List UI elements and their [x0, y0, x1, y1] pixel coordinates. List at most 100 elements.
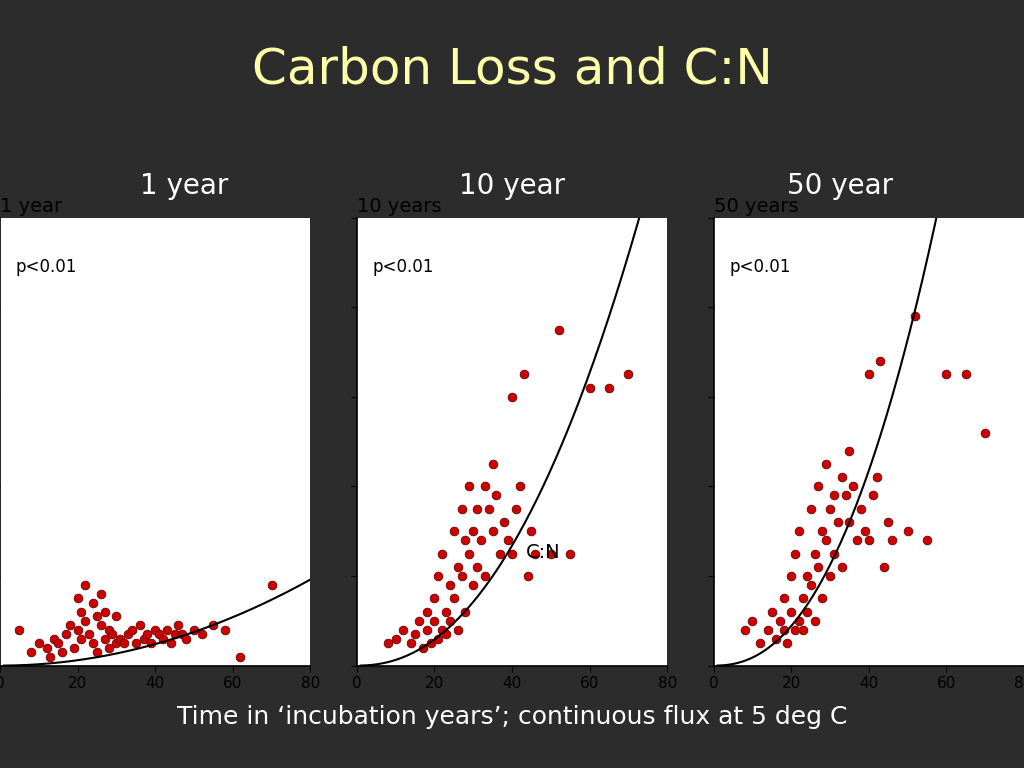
Point — [74, 633, 90, 645]
Point — [380, 637, 396, 649]
Point — [488, 489, 505, 502]
Point — [504, 391, 520, 403]
Point — [434, 548, 451, 560]
Point — [430, 570, 446, 582]
Point — [508, 502, 524, 515]
Point — [407, 628, 423, 641]
Point — [155, 633, 171, 645]
Point — [46, 633, 62, 645]
Point — [411, 614, 427, 627]
Point — [814, 592, 830, 604]
Point — [783, 606, 800, 618]
Point — [512, 480, 528, 492]
Point — [621, 369, 637, 381]
Point — [803, 579, 819, 591]
Point — [70, 624, 86, 636]
Point — [143, 637, 160, 649]
Point — [100, 624, 117, 636]
Point — [170, 619, 186, 631]
Point — [185, 624, 202, 636]
Point — [465, 579, 481, 591]
Point — [504, 548, 520, 560]
Point — [868, 472, 885, 484]
Text: 50 year: 50 year — [786, 171, 893, 200]
Point — [438, 606, 455, 618]
Point — [92, 619, 109, 631]
Point — [977, 426, 993, 439]
Point — [426, 614, 442, 627]
Point — [469, 561, 485, 573]
Point — [128, 637, 144, 649]
Point — [795, 592, 811, 604]
Point — [791, 614, 807, 627]
Text: p<0.01: p<0.01 — [373, 258, 434, 276]
Text: 10 years: 10 years — [356, 197, 441, 216]
Point — [938, 369, 954, 381]
Point — [822, 502, 839, 515]
Point — [430, 633, 446, 645]
Point — [806, 548, 822, 560]
Point — [434, 624, 451, 636]
Point — [450, 624, 466, 636]
Point — [461, 548, 477, 560]
Point — [775, 624, 792, 636]
Point — [791, 525, 807, 538]
Point — [818, 458, 835, 470]
Point — [884, 534, 900, 546]
Point — [419, 606, 435, 618]
Point — [50, 637, 67, 649]
Point — [120, 628, 136, 641]
Point — [109, 637, 125, 649]
Point — [783, 570, 800, 582]
Point — [834, 472, 850, 484]
Point — [438, 628, 455, 641]
Point — [38, 641, 54, 654]
Point — [799, 570, 815, 582]
Point — [458, 606, 474, 618]
Text: C:N: C:N — [525, 544, 560, 562]
Point — [232, 650, 249, 663]
Point — [484, 525, 501, 538]
Point — [601, 382, 617, 394]
Point — [92, 588, 109, 600]
Point — [806, 614, 822, 627]
Text: Carbon Loss and C:N: Carbon Loss and C:N — [252, 45, 772, 93]
Point — [178, 633, 195, 645]
Text: 50 years: 50 years — [714, 197, 799, 216]
Point — [768, 633, 784, 645]
Point — [139, 628, 156, 641]
Point — [493, 548, 509, 560]
Point — [89, 610, 105, 622]
Text: 1 year: 1 year — [140, 171, 228, 200]
Point — [422, 637, 438, 649]
Point — [818, 534, 835, 546]
Point — [872, 355, 889, 367]
Point — [860, 534, 877, 546]
Point — [582, 382, 598, 394]
Point — [85, 597, 101, 609]
Point — [174, 628, 190, 641]
Point — [11, 624, 28, 636]
Point — [787, 624, 804, 636]
Point — [822, 570, 839, 582]
Point — [104, 628, 121, 641]
Point — [519, 570, 536, 582]
Point — [469, 502, 485, 515]
Point — [799, 606, 815, 618]
Point — [23, 646, 39, 658]
Point — [484, 458, 501, 470]
Point — [81, 628, 97, 641]
Point — [834, 561, 850, 573]
Point — [857, 525, 873, 538]
Point — [764, 606, 780, 618]
Point — [476, 480, 493, 492]
Point — [166, 628, 182, 641]
Point — [845, 480, 861, 492]
Point — [89, 646, 105, 658]
Point — [387, 633, 403, 645]
Point — [445, 592, 462, 604]
Point — [441, 579, 458, 591]
Text: 10 year: 10 year — [459, 171, 565, 200]
Point — [116, 637, 132, 649]
Point — [70, 592, 86, 604]
